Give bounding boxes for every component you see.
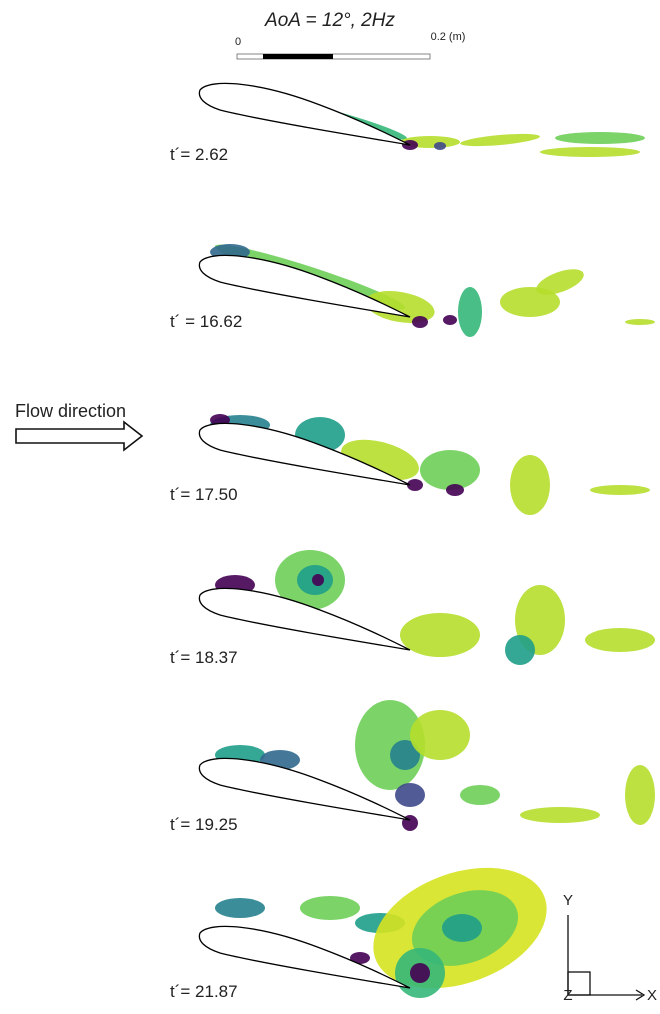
airfoil [198,587,411,651]
vortex-region [410,963,430,983]
scale-bar [236,53,431,60]
vortex-region [434,142,446,150]
z-square [567,971,591,996]
x-arrowhead [635,989,646,1001]
vortex-region [536,269,584,295]
vortex-region [412,316,428,328]
flow-panel [198,414,650,515]
vortex-region [625,319,655,325]
flow-panel [198,550,655,665]
axis-triad [567,915,646,1001]
flow-panel [198,82,645,157]
vortex-region [505,635,535,665]
vortex-region [300,896,360,920]
vortex-region [458,287,482,337]
vortex-region [555,132,645,144]
vortex-region [365,291,435,323]
time-label: t´= 21.87 [170,982,238,1001]
flow-panel [198,700,655,831]
airfoil [198,757,411,821]
vortex-region [510,455,550,515]
scale-end: 0.2 (m) [431,31,466,43]
vortex-region [590,485,650,495]
vortex-region [407,479,423,491]
scale-start: 0 [235,36,241,48]
y-label: Y [563,892,573,909]
time-label: t´= 17.50 [170,485,238,504]
vortex-region [585,628,655,652]
vortex-region [395,783,425,807]
vortex-region [410,710,470,760]
figure-title: AoA = 12°, 2Hz [264,10,395,31]
airfoil [198,422,411,486]
time-label: t´= 19.25 [170,815,238,834]
vortex-region [442,914,482,942]
time-label: t´= 18.37 [170,648,238,667]
vortex-region [625,765,655,825]
x-label: X [647,987,657,1004]
flow-panel [198,867,547,998]
airfoil [198,82,411,146]
scale-bar-segment [263,54,333,59]
vortex-region [215,898,265,918]
flow-panel [198,244,655,337]
vortex-region [460,133,540,147]
airfoil [198,925,411,989]
flow-label: Flow direction [15,401,126,421]
airfoil [198,254,411,318]
z-label: Z [563,987,572,1004]
panels: t´= 2.62 t´ = 16.62 t´= 17.50 t´= 18.37 t´= … [170,82,655,1001]
vortex-region [400,613,480,657]
vortex-region [446,484,464,496]
vortex-region [312,574,324,586]
time-label: t´ = 16.62 [170,312,242,331]
vortex-region [443,315,457,325]
vortex-region [420,450,480,490]
vortex-region [390,740,420,770]
vortex-region [460,785,500,805]
time-label: t´= 2.62 [170,145,228,164]
vortex-region [350,952,370,964]
flow-arrow [15,420,144,452]
vortex-region [540,147,640,157]
vortex-region [520,807,600,823]
